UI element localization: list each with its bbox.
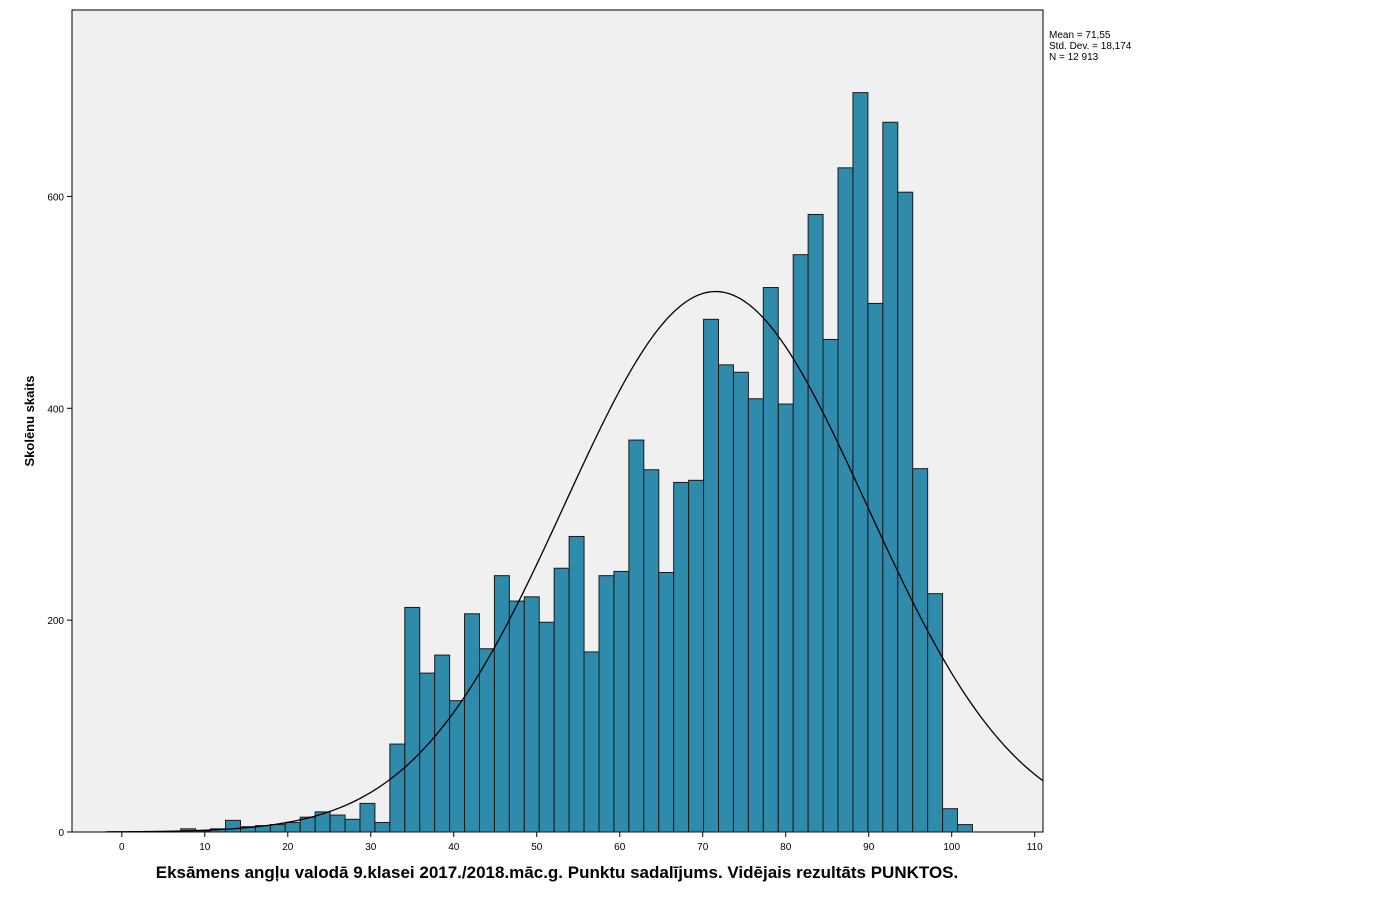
histogram-bar [837, 167, 854, 833]
histogram-bar [269, 824, 286, 833]
x-tick-label: 30 [365, 842, 377, 853]
stats-mean: Mean = 71,55 [1049, 30, 1111, 41]
y-axis: 0 200 400 600 [47, 192, 72, 839]
histogram-bar [747, 398, 764, 833]
histogram-bar [882, 121, 899, 833]
histogram-bar [822, 338, 839, 833]
x-tick-label: 110 [1027, 842, 1043, 853]
x-tick-label: 100 [943, 842, 960, 853]
histogram-bar [508, 600, 525, 833]
histogram-bar [583, 651, 600, 833]
histogram-bar [703, 318, 719, 833]
histogram-bar [538, 621, 555, 833]
histogram-bar [568, 535, 585, 833]
histogram-bar [927, 593, 944, 833]
histogram-bar [912, 468, 929, 833]
histogram-bar [942, 808, 959, 833]
x-tick-label: 20 [282, 842, 294, 853]
y-tick-label: 400 [47, 404, 64, 415]
histogram-bar [344, 818, 361, 833]
histogram-bar [493, 575, 510, 833]
histogram-bar [404, 606, 421, 833]
x-tick-label: 60 [614, 842, 626, 853]
histogram-bar [732, 371, 749, 833]
y-tick-label: 600 [47, 192, 64, 203]
x-tick-label: 10 [199, 842, 211, 853]
histogram-bar [389, 743, 406, 833]
histogram-bar [628, 439, 645, 833]
histogram-bar [598, 575, 615, 833]
y-tick-label: 0 [58, 828, 64, 839]
histogram-bar [449, 700, 466, 833]
histogram-bar [434, 654, 451, 833]
x-axis-title: Eksāmens angļu valodā 9.klasei 2017./201… [156, 863, 959, 882]
histogram-bar [613, 570, 630, 833]
x-tick-label: 50 [531, 842, 543, 853]
histogram-bar [852, 92, 869, 833]
x-axis: 0 10 20 30 40 50 60 70 80 90 100 110 [119, 832, 1043, 853]
histogram-bar [718, 364, 734, 833]
histogram-bar [792, 254, 809, 833]
histogram-bar [807, 213, 824, 833]
histogram-bar [643, 469, 660, 833]
histogram-bar [523, 596, 540, 833]
histogram-bar [359, 802, 376, 833]
histogram-bar [957, 824, 973, 833]
histogram-bar [284, 821, 301, 833]
histogram-bar [658, 571, 675, 833]
bars-group [180, 92, 973, 833]
y-tick-label: 200 [47, 616, 64, 627]
stats-std-dev: Std. Dev. = 18,174 [1049, 41, 1132, 52]
histogram-bar [867, 302, 884, 833]
histogram-bar [897, 191, 914, 833]
histogram-bar [553, 567, 570, 833]
stats-n: N = 12 913 [1049, 52, 1099, 63]
histogram-bar [329, 814, 346, 833]
y-axis-title: Skolēnu skaits [22, 375, 37, 466]
x-tick-label: 80 [780, 842, 792, 853]
x-tick-label: 90 [863, 842, 875, 853]
histogram-bar [762, 287, 779, 833]
histogram-bar [464, 613, 480, 833]
histogram-bar [374, 821, 391, 833]
histogram-bar [688, 479, 705, 833]
histogram-bar [478, 648, 495, 833]
x-tick-label: 40 [448, 842, 460, 853]
x-tick-label: 0 [119, 842, 125, 853]
normal-curve [105, 290, 1044, 833]
histogram-bar [777, 403, 794, 833]
histogram-bar [673, 481, 690, 833]
histogram-bar [419, 672, 436, 833]
histogram-bar [225, 819, 241, 833]
x-tick-label: 70 [697, 842, 709, 853]
